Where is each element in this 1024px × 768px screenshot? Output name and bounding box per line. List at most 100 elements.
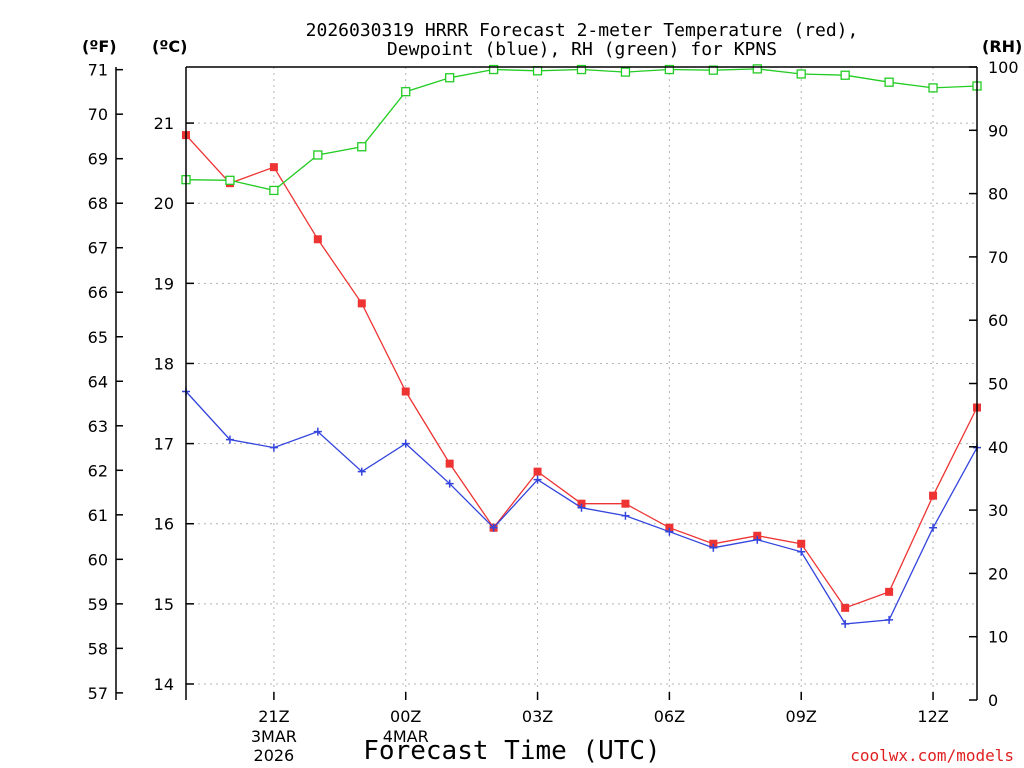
temperature-point (577, 499, 586, 508)
temperature-point (929, 491, 938, 500)
x-tick-label: 00Z (390, 707, 421, 726)
fahrenheit-tick-label: 59 (88, 595, 108, 614)
fahrenheit-tick-label: 70 (88, 105, 108, 124)
dewpoint-point (929, 523, 938, 532)
celsius-tick-label: 14 (154, 675, 174, 694)
temperature-point (313, 235, 322, 244)
rh-tick-label: 40 (988, 438, 1008, 457)
dewpoint-point (885, 615, 894, 624)
chart-title-line1: 2026030319 HRRR Forecast 2-meter Tempera… (306, 20, 859, 41)
credit-link[interactable]: coolwx.com/models (850, 746, 1014, 765)
temperature-point (357, 299, 366, 308)
celsius-tick-label: 18 (154, 354, 174, 373)
labels: 2026030319 HRRR Forecast 2-meter Tempera… (82, 20, 1022, 766)
dewpoint-point (665, 527, 674, 536)
celsius-tick-label: 19 (154, 274, 174, 293)
temperature-point (885, 587, 894, 596)
x-tick-label: 09Z (786, 707, 817, 726)
celsius-tick-label: 15 (154, 595, 174, 614)
temperature-point (401, 387, 410, 396)
temperature-point (797, 539, 806, 548)
x-axis-label: Forecast Time (UTC) (363, 736, 660, 766)
dewpoint-point (489, 523, 498, 532)
temperature-point (841, 603, 850, 612)
fahrenheit-tick-label: 63 (88, 417, 108, 436)
rh-tick-label: 20 (988, 564, 1008, 583)
rh-point (576, 64, 587, 75)
fahrenheit-tick-label: 57 (88, 684, 108, 703)
temperature-point (445, 459, 454, 468)
rh-point (225, 175, 235, 185)
rh-point (752, 64, 762, 74)
x-tick-label: 03Z (522, 707, 553, 726)
rh-tick-label: 30 (988, 501, 1008, 520)
rh-point (928, 83, 938, 93)
dewpoint-point (709, 543, 718, 552)
rh-point (401, 87, 411, 97)
temperature-point (533, 467, 542, 476)
rh-tick-label: 80 (988, 185, 1008, 204)
dewpoint-point (621, 511, 630, 520)
temperature-series-line (185, 134, 978, 609)
celsius-tick-label: 20 (154, 194, 174, 213)
dewpoint-point (313, 427, 322, 436)
rh-tick-label: 70 (988, 248, 1008, 267)
celsius-unit-label: (ºC) (152, 37, 187, 56)
temperature-point (709, 539, 718, 548)
rh-tick-label: 0 (988, 691, 998, 710)
rh-point (708, 65, 718, 75)
x-tick-label: 06Z (654, 707, 685, 726)
dewpoint-point (357, 467, 366, 476)
fahrenheit-tick-label: 62 (88, 461, 108, 480)
fahrenheit-tick-label: 69 (88, 150, 108, 169)
dewpoint-point (401, 439, 410, 448)
rh-point (620, 67, 631, 77)
temperature-point (269, 163, 278, 172)
fahrenheit-tick-label: 67 (88, 239, 108, 258)
rh-point (664, 64, 675, 75)
rh-point (313, 150, 323, 160)
rh-tick-label: 60 (988, 311, 1008, 330)
rh-point (357, 142, 367, 152)
dewpoint-point (841, 619, 850, 628)
rh-point (269, 185, 279, 196)
celsius-tick-label: 17 (154, 435, 174, 454)
fahrenheit-tick-label: 65 (88, 328, 108, 347)
rh-series-line (185, 68, 978, 192)
dewpoint-point (797, 547, 806, 556)
rh-tick-label: 50 (988, 375, 1008, 394)
temperature-point (621, 499, 630, 508)
dewpoint-point (225, 435, 234, 444)
fahrenheit-tick-label: 66 (88, 283, 108, 302)
grid-lines (186, 67, 977, 700)
celsius-tick-label: 21 (154, 114, 174, 133)
fahrenheit-tick-label: 68 (88, 194, 108, 213)
dewpoint-point (753, 535, 762, 544)
rh-point (488, 64, 499, 75)
rh-point (840, 70, 850, 80)
celsius-tick-label: 16 (154, 515, 174, 534)
rh-point (532, 66, 543, 76)
dewpoint-point (269, 443, 278, 452)
rh-unit-label: (RH) (982, 37, 1022, 56)
fahrenheit-tick-label: 60 (88, 550, 108, 569)
chart-title-line2: Dewpoint (blue), RH (green) for KPNS (387, 39, 777, 60)
fahrenheit-tick-label: 64 (88, 372, 108, 391)
x-date-label: 3MAR (251, 727, 297, 746)
rh-tick-label: 90 (988, 121, 1008, 140)
series-layer (181, 64, 982, 628)
rh-tick-label: 10 (988, 628, 1008, 647)
dewpoint-point (445, 479, 454, 488)
dewpoint-point (577, 503, 586, 512)
x-tick-label: 21Z (258, 707, 289, 726)
fahrenheit-tick-label: 58 (88, 639, 108, 658)
fahrenheit-tick-label: 71 (88, 61, 108, 80)
x-year-label: 2026 (254, 746, 295, 765)
fahrenheit-unit-label: (ºF) (82, 37, 117, 56)
rh-tick-label: 100 (988, 58, 1019, 77)
rh-point (884, 77, 894, 87)
temperature-point (665, 523, 674, 532)
dewpoint-point (533, 475, 542, 484)
temperature-point (753, 531, 762, 540)
